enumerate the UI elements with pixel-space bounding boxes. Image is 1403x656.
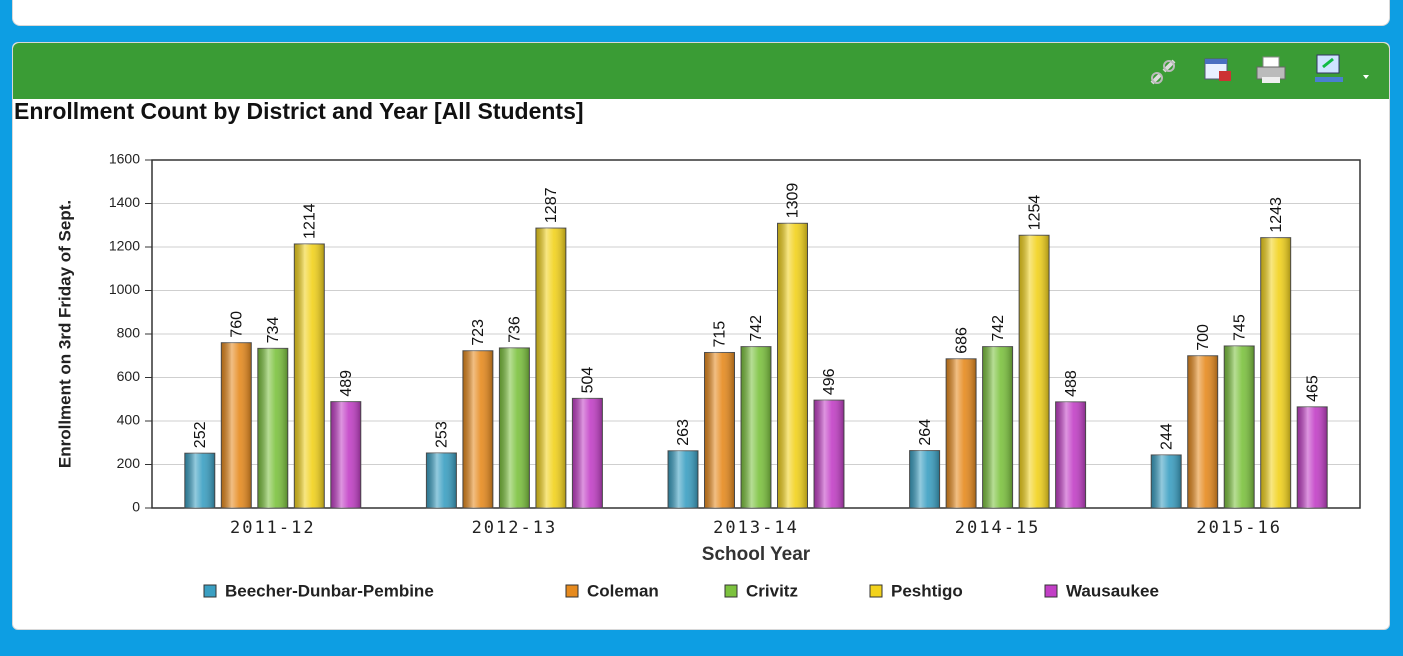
bar-shine bbox=[535, 228, 566, 508]
bar-shine bbox=[1260, 237, 1291, 508]
print-icon[interactable] bbox=[1256, 56, 1286, 83]
legend-swatch bbox=[565, 584, 579, 598]
y-tick-label: 0 bbox=[132, 499, 140, 515]
bar-shine bbox=[668, 450, 698, 508]
bar-shine bbox=[462, 350, 493, 508]
data-label: 488 bbox=[1063, 370, 1080, 397]
data-label: 263 bbox=[675, 419, 692, 446]
x-tick-label: 2014-15 bbox=[955, 518, 1041, 538]
x-tick-label: 2011-12 bbox=[230, 518, 316, 538]
data-label: 723 bbox=[470, 319, 487, 346]
data-label: 734 bbox=[265, 317, 282, 344]
data-label: 1214 bbox=[302, 203, 319, 239]
data-label: 736 bbox=[507, 316, 524, 343]
data-label: 1309 bbox=[785, 183, 802, 219]
chart-title: Enrollment Count by District and Year [A… bbox=[14, 98, 584, 124]
bar-shine bbox=[1019, 235, 1050, 508]
bar-shine bbox=[946, 358, 977, 508]
bar-shine bbox=[294, 243, 325, 508]
bar-shine bbox=[257, 348, 288, 508]
data-label: 1243 bbox=[1268, 197, 1285, 233]
data-label: 465 bbox=[1304, 375, 1321, 402]
bar-shine bbox=[184, 453, 215, 508]
table-icon[interactable] bbox=[1204, 58, 1231, 81]
data-label: 253 bbox=[434, 421, 451, 448]
legend-label: Peshtigo bbox=[891, 581, 963, 600]
data-label: 264 bbox=[917, 419, 934, 446]
data-label: 244 bbox=[1158, 423, 1175, 450]
bar-shine bbox=[741, 346, 771, 508]
y-tick-label: 1200 bbox=[109, 238, 140, 254]
legend-label: Beecher-Dunbar-Pembine bbox=[225, 581, 434, 600]
bar-shine bbox=[982, 346, 1013, 508]
y-tick-label: 600 bbox=[117, 368, 141, 384]
bar-shine bbox=[499, 347, 530, 508]
panel-header bbox=[13, 43, 1389, 99]
data-label: 686 bbox=[953, 327, 970, 354]
legend-swatch bbox=[1044, 584, 1058, 598]
x-axis-label: School Year bbox=[702, 544, 811, 565]
data-label: 715 bbox=[712, 321, 729, 348]
link-icon[interactable] bbox=[1150, 59, 1176, 85]
bar-shine bbox=[814, 400, 844, 508]
legend-label: Wausaukee bbox=[1066, 581, 1159, 600]
bar-shine bbox=[221, 342, 252, 508]
bar-shine bbox=[777, 223, 808, 509]
chart-panel bbox=[12, 42, 1390, 630]
bar-shine bbox=[572, 398, 603, 508]
data-label: 700 bbox=[1195, 324, 1212, 351]
bar-shine bbox=[1297, 406, 1328, 508]
bar-shine bbox=[330, 401, 361, 508]
data-label: 742 bbox=[748, 315, 765, 342]
x-tick-label: 2012-13 bbox=[472, 518, 558, 538]
y-tick-label: 1600 bbox=[109, 151, 140, 167]
data-label: 745 bbox=[1231, 314, 1248, 341]
legend-swatch bbox=[203, 584, 217, 598]
export-icon[interactable] bbox=[1315, 54, 1369, 82]
y-tick-label: 400 bbox=[117, 412, 141, 428]
data-label: 504 bbox=[580, 367, 597, 394]
bar-shine bbox=[1151, 454, 1182, 508]
x-tick-label: 2015-16 bbox=[1196, 518, 1282, 538]
bar-shine bbox=[1187, 355, 1218, 508]
y-tick-label: 1000 bbox=[109, 281, 140, 297]
y-tick-label: 1400 bbox=[109, 194, 140, 210]
data-label: 489 bbox=[338, 370, 355, 397]
x-tick-label: 2013-14 bbox=[713, 518, 799, 538]
data-label: 1287 bbox=[543, 187, 560, 223]
data-label: 1254 bbox=[1026, 195, 1043, 231]
legend-label: Crivitz bbox=[746, 581, 798, 600]
bar-shine bbox=[426, 452, 457, 508]
panel bbox=[12, 0, 1390, 26]
y-tick-label: 800 bbox=[117, 325, 141, 341]
bar-shine bbox=[1055, 401, 1086, 508]
data-label: 742 bbox=[990, 315, 1007, 342]
y-tick-label: 200 bbox=[117, 455, 141, 471]
legend-swatch bbox=[869, 584, 883, 598]
data-label: 496 bbox=[821, 368, 838, 395]
toolbar bbox=[1150, 54, 1369, 85]
legend-label: Coleman bbox=[587, 581, 659, 600]
bar-shine bbox=[909, 450, 940, 508]
data-label: 252 bbox=[192, 421, 209, 448]
bar-shine bbox=[1224, 345, 1255, 508]
legend-swatch bbox=[724, 584, 738, 598]
y-axis-label: Enrollment on 3rd Friday of Sept. bbox=[55, 200, 74, 468]
data-label: 760 bbox=[229, 311, 246, 338]
bar-shine bbox=[704, 352, 735, 508]
